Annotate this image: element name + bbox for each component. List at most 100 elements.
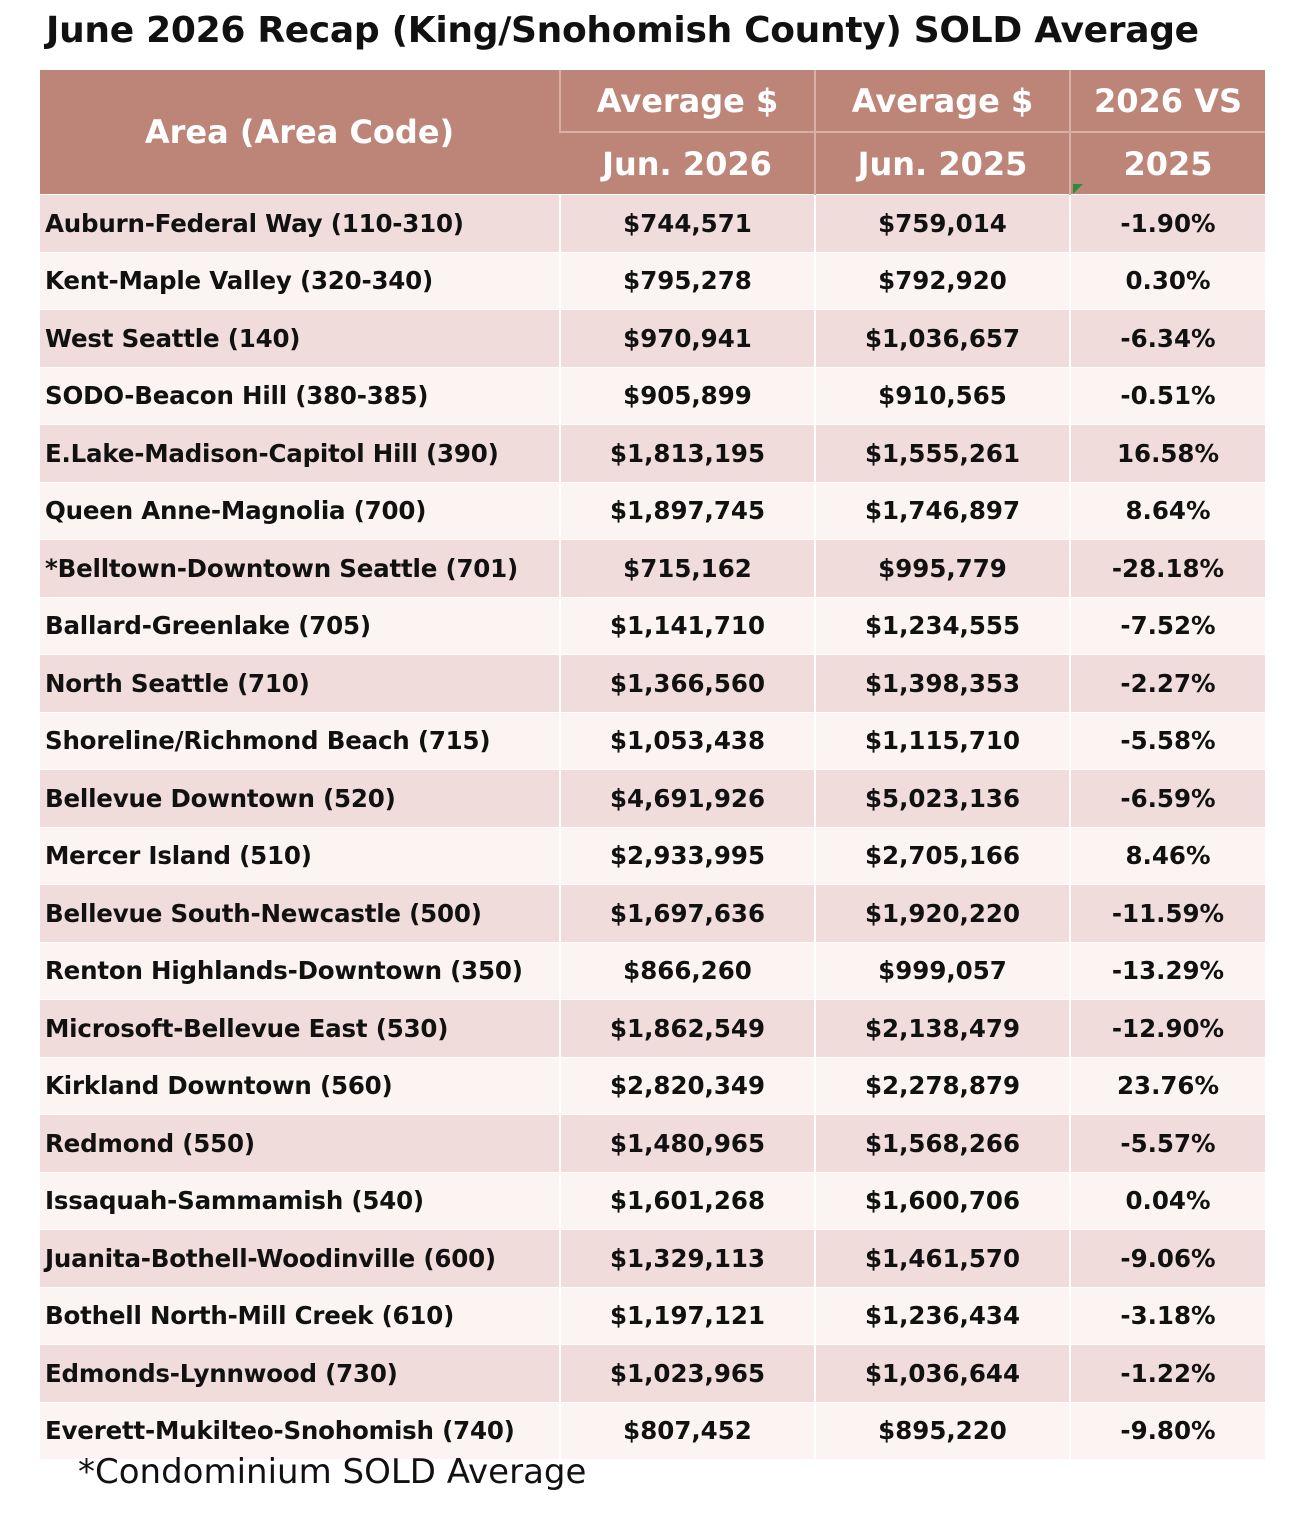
avg-2026-cell: $2,933,995	[559, 826, 815, 885]
comment-marker-icon	[1073, 184, 1083, 194]
avg-2025-cell: $1,036,657	[814, 309, 1070, 367]
area-cell: Queen Anne-Magnolia (700)	[40, 481, 560, 540]
avg-2026-cell: $1,601,268	[559, 1171, 815, 1230]
avg-2026-cell: $1,141,710	[559, 596, 815, 655]
page-title: June 2026 Recap (King/Snohomish County) …	[46, 10, 1199, 51]
table-row: Auburn-Federal Way (110-310) $744,571 $759…	[40, 194, 1265, 252]
avg-2026-header-top: Average $	[559, 70, 815, 132]
change-cell: -2.27%	[1069, 654, 1265, 712]
avg-2026-cell: $1,366,560	[559, 654, 815, 712]
avg-2026-cell: $795,278	[559, 251, 815, 310]
area-cell: Shoreline/Richmond Beach (715)	[40, 711, 560, 770]
table-row: Kirkland Downtown (560) $2,820,349 $2,278,…	[40, 1056, 1265, 1115]
avg-2025-cell: $792,920	[814, 251, 1070, 310]
avg-2026-cell: $744,571	[559, 194, 815, 252]
change-cell: 8.46%	[1069, 826, 1265, 885]
table-row: E.Lake-Madison-Capitol Hill (390) $1,813,…	[40, 424, 1265, 482]
area-cell: Bellevue South-Newcastle (500)	[40, 884, 560, 942]
avg-2026-cell: $2,820,349	[559, 1056, 815, 1115]
table-header: Area (Area Code) Average $ Average $ 202…	[40, 70, 1265, 195]
change-cell: -0.51%	[1069, 366, 1265, 425]
avg-2026-cell: $970,941	[559, 309, 815, 367]
table-body: Auburn-Federal Way (110-310) $744,571 $759…	[40, 194, 1265, 1459]
area-cell: Kent-Maple Valley (320-340)	[40, 251, 560, 310]
avg-2025-cell: $1,398,353	[814, 654, 1070, 712]
area-cell: Edmonds-Lynnwood (730)	[40, 1344, 560, 1402]
table-row: Issaquah-Sammamish (540) $1,601,268 $1,600…	[40, 1171, 1265, 1230]
avg-2025-cell: $2,278,879	[814, 1056, 1070, 1115]
avg-2025-cell: $910,565	[814, 366, 1070, 425]
change-cell: -7.52%	[1069, 596, 1265, 655]
table-row: Juanita-Bothell-Woodinville (600) $1,329,…	[40, 1229, 1265, 1287]
avg-2026-cell: $1,023,965	[559, 1344, 815, 1402]
avg-2026-cell: $1,197,121	[559, 1286, 815, 1345]
table-row: Ballard-Greenlake (705) $1,141,710 $1,234,…	[40, 596, 1265, 655]
avg-2025-cell: $1,234,555	[814, 596, 1070, 655]
change-cell: 0.30%	[1069, 251, 1265, 310]
change-header-bottom-label: 2025	[1123, 144, 1213, 183]
table-row: Microsoft-Bellevue East (530) $1,862,549 $…	[40, 999, 1265, 1057]
change-cell: -28.18%	[1069, 539, 1265, 597]
area-cell: Kirkland Downtown (560)	[40, 1056, 560, 1115]
avg-2025-cell: $759,014	[814, 194, 1070, 252]
avg-2025-header-top: Average $	[814, 70, 1070, 132]
area-cell: Bellevue Downtown (520)	[40, 769, 560, 827]
avg-2025-cell: $1,600,706	[814, 1171, 1070, 1230]
area-column-header: Area (Area Code)	[40, 70, 560, 195]
footnote: *Condominium SOLD Average	[78, 1452, 587, 1492]
area-cell: Redmond (550)	[40, 1114, 560, 1172]
area-cell: Everett-Mukilteo-Snohomish (740)	[40, 1401, 560, 1459]
change-cell: -1.22%	[1069, 1344, 1265, 1402]
table-row: Queen Anne-Magnolia (700) $1,897,745 $1,74…	[40, 481, 1265, 540]
avg-2025-cell: $2,138,479	[814, 999, 1070, 1057]
avg-2025-header-bottom: Jun. 2025	[814, 131, 1070, 195]
avg-2026-cell: $1,813,195	[559, 424, 815, 482]
area-cell: Renton Highlands-Downtown (350)	[40, 941, 560, 1000]
avg-2025-cell: $1,568,266	[814, 1114, 1070, 1172]
avg-2026-cell: $1,862,549	[559, 999, 815, 1057]
avg-2026-cell: $866,260	[559, 941, 815, 1000]
avg-2025-cell: $895,220	[814, 1401, 1070, 1459]
change-cell: -13.29%	[1069, 941, 1265, 1000]
avg-2026-cell: $807,452	[559, 1401, 815, 1459]
area-cell: *Belltown-Downtown Seattle (701)	[40, 539, 560, 597]
avg-2025-cell: $1,746,897	[814, 481, 1070, 540]
area-cell: Juanita-Bothell-Woodinville (600)	[40, 1229, 560, 1287]
table-row: Redmond (550) $1,480,965 $1,568,266 -5.57%	[40, 1114, 1265, 1172]
area-cell: E.Lake-Madison-Capitol Hill (390)	[40, 424, 560, 482]
area-cell: Auburn-Federal Way (110-310)	[40, 194, 560, 252]
table-row: *Belltown-Downtown Seattle (701) $715,162…	[40, 539, 1265, 597]
table-row: Bellevue South-Newcastle (500) $1,697,636…	[40, 884, 1265, 942]
change-header-bottom: 2025	[1069, 131, 1265, 195]
avg-2026-cell: $1,329,113	[559, 1229, 815, 1287]
area-cell: Ballard-Greenlake (705)	[40, 596, 560, 655]
avg-2026-cell: $1,697,636	[559, 884, 815, 942]
table-row: Bellevue Downtown (520) $4,691,926 $5,023,…	[40, 769, 1265, 827]
change-header-top: 2026 VS	[1069, 70, 1265, 132]
area-cell: Mercer Island (510)	[40, 826, 560, 885]
change-cell: -6.59%	[1069, 769, 1265, 827]
avg-2026-cell: $4,691,926	[559, 769, 815, 827]
area-cell: Bothell North-Mill Creek (610)	[40, 1286, 560, 1345]
table-row: North Seattle (710) $1,366,560 $1,398,353-…	[40, 654, 1265, 712]
change-cell: -9.80%	[1069, 1401, 1265, 1459]
avg-2026-cell: $905,899	[559, 366, 815, 425]
table-row: SODO-Beacon Hill (380-385) $905,899 $910,5…	[40, 366, 1265, 425]
area-cell: Issaquah-Sammamish (540)	[40, 1171, 560, 1230]
avg-2025-cell: $995,779	[814, 539, 1070, 597]
area-cell: North Seattle (710)	[40, 654, 560, 712]
change-cell: -5.58%	[1069, 711, 1265, 770]
change-cell: -1.90%	[1069, 194, 1265, 252]
table-row: Bothell North-Mill Creek (610) $1,197,121…	[40, 1286, 1265, 1345]
avg-2025-cell: $1,555,261	[814, 424, 1070, 482]
change-cell: -9.06%	[1069, 1229, 1265, 1287]
avg-2025-cell: $1,036,644	[814, 1344, 1070, 1402]
table-row: West Seattle (140) $970,941 $1,036,657 -6.3…	[40, 309, 1265, 367]
avg-2025-cell: $1,236,434	[814, 1286, 1070, 1345]
change-cell: -11.59%	[1069, 884, 1265, 942]
table-row: Edmonds-Lynnwood (730) $1,023,965 $1,036,6…	[40, 1344, 1265, 1402]
change-cell: 16.58%	[1069, 424, 1265, 482]
change-cell: -3.18%	[1069, 1286, 1265, 1345]
avg-2026-header-bottom: Jun. 2026	[560, 131, 815, 195]
change-cell: 23.76%	[1069, 1056, 1265, 1115]
